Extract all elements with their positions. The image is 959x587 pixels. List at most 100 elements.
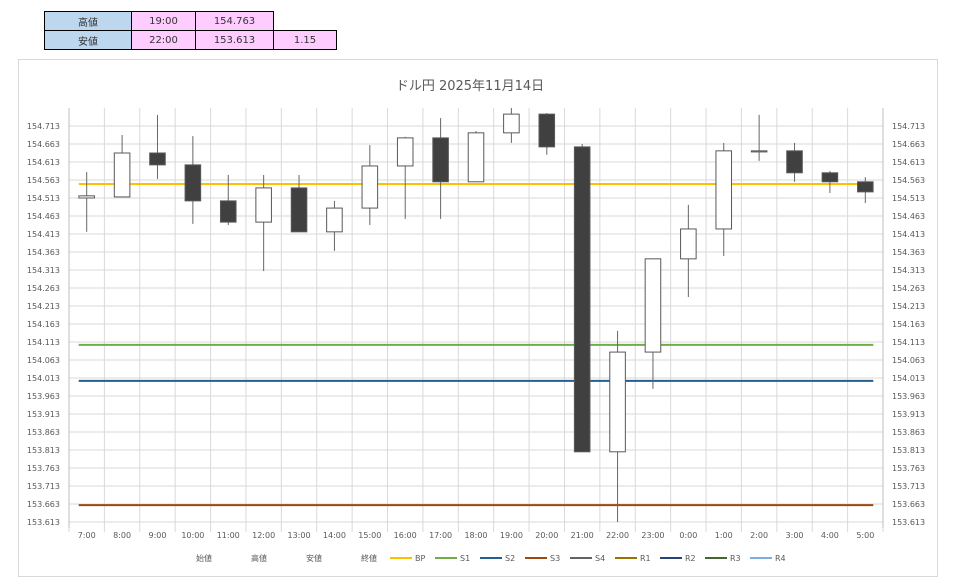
- x-tick-label: 16:00: [394, 531, 417, 540]
- x-tick-label: 12:00: [252, 531, 275, 540]
- x-tick-label: 7:00: [78, 531, 96, 540]
- y-tick-label-left: 154.413: [27, 230, 60, 239]
- legend-label: 高値: [251, 553, 267, 563]
- legend-label: R3: [730, 554, 741, 563]
- legend-label: BP: [415, 554, 425, 563]
- legend-label: 安値: [306, 553, 322, 563]
- y-tick-label-right: 153.663: [892, 500, 925, 509]
- y-tick-label-left: 153.813: [27, 446, 60, 455]
- y-tick-label-left: 153.913: [27, 410, 60, 419]
- candle-body-down: [219, 200, 237, 223]
- candle-body-up: [680, 228, 697, 260]
- candle-body-up: [113, 152, 131, 198]
- legend-label: R1: [640, 554, 651, 563]
- y-tick-label-left: 153.963: [27, 392, 60, 401]
- price-cell: 153.613: [195, 30, 274, 50]
- y-tick-label-right: 153.813: [892, 446, 925, 455]
- y-tick-label-right: 154.163: [892, 320, 925, 329]
- label-cell: 高値: [44, 11, 132, 31]
- x-tick-label: 2:00: [750, 531, 768, 540]
- y-tick-label-right: 154.063: [892, 356, 925, 365]
- label-cell: 安値: [44, 30, 132, 50]
- y-tick-label-left: 153.613: [27, 518, 60, 527]
- y-tick-label-left: 154.463: [27, 212, 60, 221]
- low-row: 安値 22:00 153.613 1.15: [44, 30, 337, 50]
- legend-label: 始値: [196, 553, 212, 563]
- x-tick-label: 11:00: [217, 531, 240, 540]
- x-tick-label: 0:00: [679, 531, 697, 540]
- y-tick-label-right: 154.613: [892, 158, 925, 167]
- y-tick-label-left: 153.863: [27, 428, 60, 437]
- legend-label: R2: [685, 554, 696, 563]
- legend-label: S2: [505, 554, 515, 563]
- y-tick-label-right: 154.113: [892, 338, 925, 347]
- candle-body-down: [821, 172, 839, 183]
- candle-body-up: [467, 132, 485, 183]
- chart-title: ドル円 2025年11月14日: [396, 79, 544, 94]
- y-tick-label-left: 153.713: [27, 482, 60, 491]
- x-tick-label: 9:00: [148, 531, 166, 540]
- x-tick-label: 5:00: [856, 531, 874, 540]
- y-tick-label-left: 154.013: [27, 374, 60, 383]
- y-tick-label-right: 154.313: [892, 266, 925, 275]
- y-tick-label-left: 154.513: [27, 194, 60, 203]
- candle-body-down: [432, 137, 449, 183]
- time-cell: 19:00: [131, 11, 196, 31]
- y-tick-label-left: 154.163: [27, 320, 60, 329]
- y-tick-label-left: 153.663: [27, 500, 60, 509]
- x-tick-label: 4:00: [821, 531, 839, 540]
- legend-label: S1: [460, 554, 470, 563]
- candle-body-up: [609, 351, 626, 453]
- legend-label: S4: [595, 554, 605, 563]
- candle-body-down: [538, 113, 556, 148]
- candle-body-down: [290, 187, 308, 233]
- candle-body-up: [750, 150, 768, 153]
- candle-body-up: [644, 258, 662, 353]
- y-tick-label-right: 153.863: [892, 428, 925, 437]
- y-tick-label-left: 153.763: [27, 464, 60, 473]
- x-tick-label: 22:00: [606, 531, 629, 540]
- x-tick-label: 13:00: [288, 531, 311, 540]
- candle-body-down: [149, 152, 166, 166]
- y-tick-label-left: 154.263: [27, 284, 60, 293]
- y-tick-label-right: 154.363: [892, 248, 925, 257]
- y-tick-label-right: 154.263: [892, 284, 925, 293]
- y-tick-label-right: 154.213: [892, 302, 925, 311]
- candle-body-up: [78, 195, 95, 199]
- candle-body-up: [361, 165, 379, 209]
- range-cell: 1.15: [273, 30, 337, 50]
- y-tick-label-right: 153.763: [892, 464, 925, 473]
- x-tick-label: 8:00: [113, 531, 131, 540]
- y-tick-label-left: 154.713: [27, 122, 60, 131]
- candle-body-down: [786, 150, 803, 174]
- y-tick-label-right: 153.963: [892, 392, 925, 401]
- x-tick-label: 20:00: [535, 531, 558, 540]
- y-tick-label-left: 154.363: [27, 248, 60, 257]
- y-tick-label-right: 153.713: [892, 482, 925, 491]
- x-tick-label: 10:00: [181, 531, 204, 540]
- legend-label: R4: [775, 554, 786, 563]
- y-tick-label-right: 154.563: [892, 176, 925, 185]
- y-tick-label-right: 154.513: [892, 194, 925, 203]
- candle-body-up: [326, 207, 343, 233]
- y-tick-label-right: 154.013: [892, 374, 925, 383]
- candle-body-down: [184, 164, 202, 202]
- x-tick-label: 3:00: [786, 531, 804, 540]
- x-tick-label: 17:00: [429, 531, 452, 540]
- x-tick-label: 1:00: [715, 531, 733, 540]
- candle-body-down: [573, 146, 591, 453]
- y-tick-label-right: 154.713: [892, 122, 925, 131]
- time-cell: 22:00: [131, 30, 196, 50]
- summary-table: 高値 19:00 154.763 安値 22:00 153.613 1.15: [44, 11, 337, 50]
- candle-body-up: [715, 150, 733, 230]
- candle-body-up: [255, 187, 272, 223]
- y-tick-label-left: 154.313: [27, 266, 60, 275]
- y-tick-label-left: 154.563: [27, 176, 60, 185]
- y-tick-label-left: 154.663: [27, 140, 60, 149]
- y-tick-label-right: 154.413: [892, 230, 925, 239]
- candle-body-up: [503, 113, 520, 134]
- y-tick-label-right: 153.613: [892, 518, 925, 527]
- x-tick-label: 15:00: [358, 531, 381, 540]
- y-tick-label-right: 154.463: [892, 212, 925, 221]
